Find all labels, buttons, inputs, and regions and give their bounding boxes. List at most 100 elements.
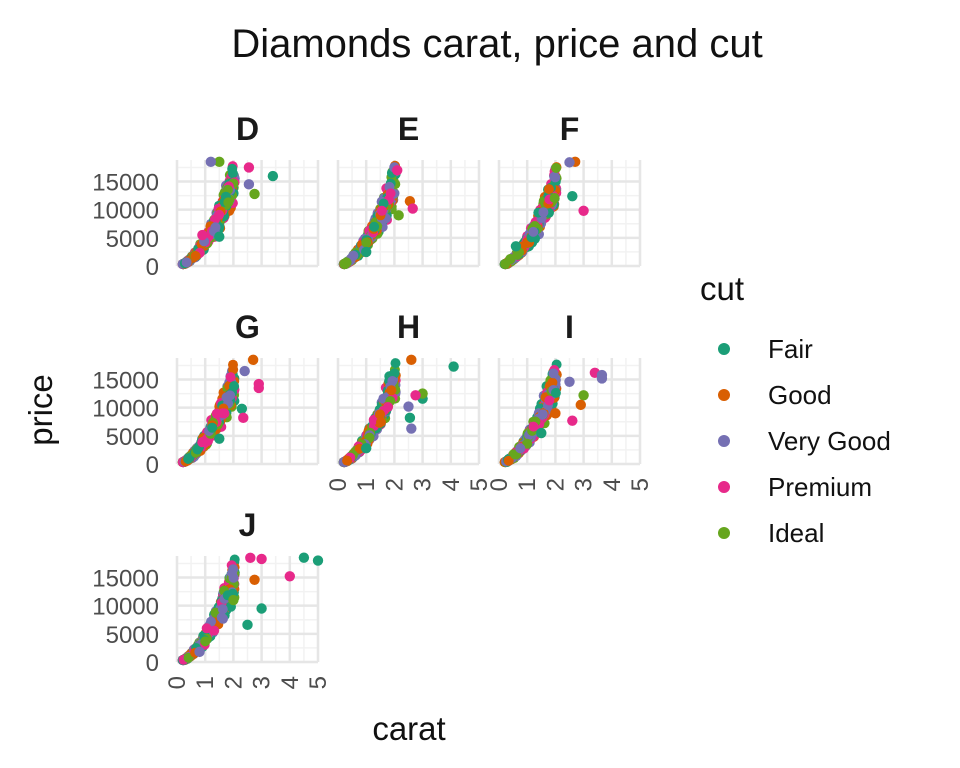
data-point — [390, 358, 401, 369]
data-point — [544, 395, 555, 406]
data-point — [227, 168, 238, 179]
data-point — [249, 188, 260, 200]
data-point — [267, 170, 279, 182]
data-point — [312, 555, 324, 566]
facet-strip-label: E — [398, 111, 419, 147]
legend-marker — [718, 343, 730, 355]
x-tick-label: 4 — [599, 478, 626, 491]
y-tick-label: 5000 — [106, 622, 159, 649]
legend-marker — [718, 389, 730, 401]
facet-panel-E: E — [336, 111, 481, 270]
data-point — [239, 365, 250, 377]
data-point — [564, 157, 575, 168]
data-point — [385, 188, 396, 199]
data-point — [284, 571, 295, 582]
legend-label: Ideal — [768, 518, 824, 548]
data-point — [505, 254, 516, 265]
x-tick-label: 4 — [438, 478, 465, 491]
data-point — [183, 454, 194, 464]
legend-label: Premium — [768, 472, 872, 502]
x-tick-label: 3 — [410, 478, 437, 491]
data-point — [515, 443, 526, 454]
data-point — [249, 574, 260, 585]
data-point — [375, 409, 385, 420]
legend-item: Ideal — [718, 518, 824, 548]
y-tick-label: 10000 — [92, 198, 159, 225]
data-point — [503, 455, 514, 466]
legend-label: Very Good — [768, 426, 891, 456]
legend-label: Good — [768, 380, 832, 410]
legend-title: cut — [700, 270, 744, 307]
facet-strip-label: G — [235, 309, 260, 345]
data-point — [361, 246, 372, 258]
x-tick-label: 2 — [542, 478, 569, 491]
x-tick-label: 1 — [192, 676, 219, 689]
data-point — [256, 603, 267, 614]
x-tick-label: 3 — [571, 478, 598, 491]
data-point — [549, 193, 560, 203]
y-tick-label: 0 — [146, 650, 159, 677]
data-point — [528, 226, 539, 237]
legend: cut Fair Good Very Good Premium Ideal — [700, 270, 891, 548]
data-point — [247, 354, 259, 366]
data-point — [393, 210, 404, 221]
x-tick-label: 0 — [164, 676, 191, 689]
data-point — [253, 378, 264, 390]
y-tick-label: 10000 — [92, 396, 159, 423]
point-cloud — [177, 359, 240, 468]
data-point — [221, 392, 232, 403]
legend-item: Very Good — [718, 426, 891, 456]
data-point — [348, 250, 359, 261]
x-tick-label: 1 — [353, 478, 380, 491]
data-point — [194, 646, 205, 658]
data-point — [548, 368, 559, 379]
point-cloud — [499, 162, 562, 270]
data-point — [216, 612, 227, 623]
data-point — [361, 237, 372, 248]
data-point — [536, 427, 547, 439]
data-point — [406, 423, 417, 434]
data-point — [544, 184, 554, 195]
data-point — [209, 625, 220, 636]
y-tick-label: 0 — [146, 254, 159, 281]
point-cloud — [338, 358, 401, 468]
facet-panel-H: H — [336, 309, 481, 468]
facet-strip-label: I — [565, 309, 574, 345]
data-point — [200, 636, 211, 647]
data-point — [547, 377, 558, 388]
data-point — [227, 567, 238, 578]
facet-strip-label: J — [239, 507, 257, 543]
data-point — [181, 257, 192, 268]
facet-strip-label: H — [397, 309, 420, 345]
y-tick-label: 10000 — [92, 594, 159, 621]
y-tick-label: 5000 — [106, 226, 159, 253]
facet-strip-label: F — [560, 111, 580, 147]
data-point — [538, 207, 549, 218]
y-tick-label: 5000 — [106, 424, 159, 451]
data-point — [197, 229, 208, 241]
data-point — [236, 403, 248, 415]
data-point — [214, 209, 225, 220]
data-point — [214, 433, 225, 444]
data-point — [567, 190, 578, 202]
data-point — [369, 221, 380, 232]
x-tick-label: 5 — [305, 676, 332, 689]
data-point — [223, 197, 234, 208]
data-point — [567, 415, 578, 426]
y-tick-label: 0 — [146, 452, 159, 479]
data-point — [528, 421, 539, 432]
data-point — [228, 594, 239, 606]
chart-title: Diamonds carat, price and cut — [231, 22, 762, 66]
data-point — [217, 408, 228, 419]
data-point — [537, 409, 548, 420]
data-point — [387, 376, 398, 386]
data-point — [341, 257, 352, 268]
legend-item: Premium — [718, 472, 872, 502]
data-point — [403, 401, 414, 412]
data-point — [392, 165, 403, 176]
x-axis-title: carat — [372, 710, 445, 747]
y-axis-title: price — [22, 374, 59, 446]
